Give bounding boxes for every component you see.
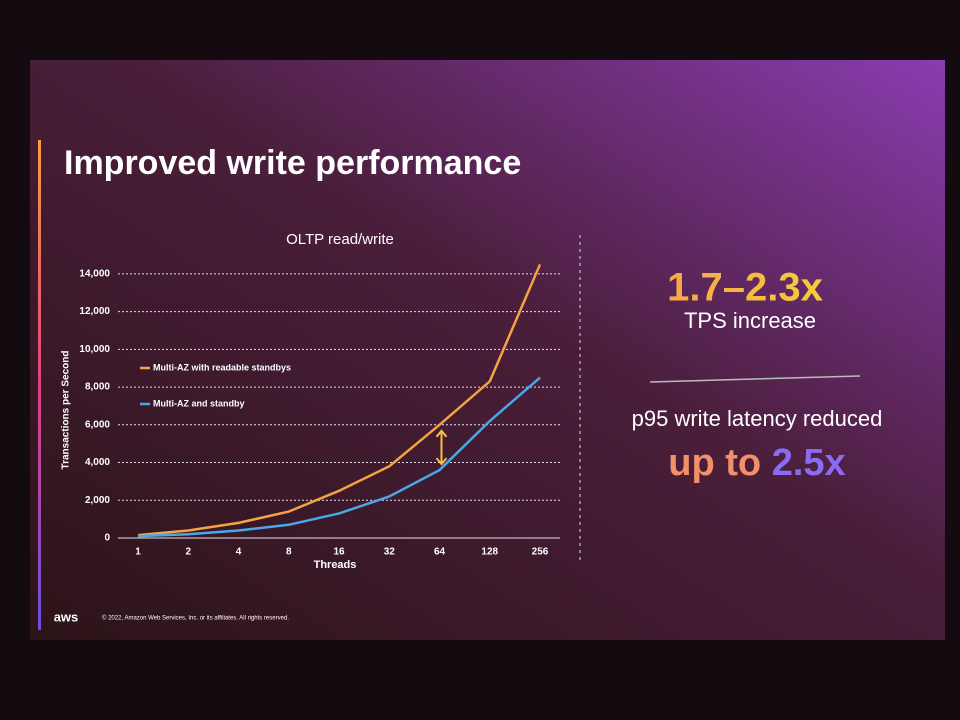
legend-label: Multi-AZ and standby (153, 398, 245, 408)
x-tick-label: 16 (333, 547, 345, 558)
logo: aws (54, 609, 79, 624)
footer: © 2022, Amazon Web Services, Inc. or its… (102, 615, 289, 622)
y-tick-label: 10,000 (79, 344, 110, 355)
stat-value: 1.7–2.3x (667, 266, 823, 310)
legend-label: Multi-AZ with readable standbys (153, 362, 291, 372)
x-tick-label: 128 (481, 547, 498, 558)
x-tick-label: 256 (532, 547, 549, 558)
series-line (137, 263, 542, 537)
x-tick-label: 64 (434, 547, 446, 558)
chart-title: OLTP read/write (286, 231, 394, 248)
slide (30, 60, 945, 640)
x-tick-label: 32 (384, 547, 396, 558)
gap-arrow-head (435, 429, 448, 466)
x-tick-label: 8 (286, 547, 292, 558)
stat-caption: TPS increase (684, 308, 816, 333)
stat-caption: p95 write latency reduced (632, 406, 883, 431)
y-tick-label: 0 (104, 533, 110, 544)
x-tick-label: 4 (236, 547, 242, 558)
y-axis-label: Transactions per Second (61, 351, 72, 470)
accent-bar (38, 140, 41, 630)
y-tick-label: 12,000 (79, 306, 110, 317)
y-tick-label: 8,000 (85, 382, 110, 393)
stat-prefix: up to (668, 442, 761, 484)
x-axis-label: Threads (314, 559, 357, 571)
stat-number: 2.5x (772, 442, 846, 484)
separator (649, 375, 861, 383)
y-tick-label: 2,000 (85, 495, 110, 506)
x-tick-label: 2 (185, 547, 191, 558)
series-line (137, 376, 541, 538)
y-tick-label: 6,000 (85, 419, 110, 430)
x-tick-label: 1 (135, 547, 141, 558)
slide-title: Improved write performance (64, 144, 521, 182)
y-tick-label: 4,000 (85, 457, 110, 468)
y-tick-label: 14,000 (79, 269, 110, 280)
stat-value: up to 2.5x (668, 442, 845, 484)
